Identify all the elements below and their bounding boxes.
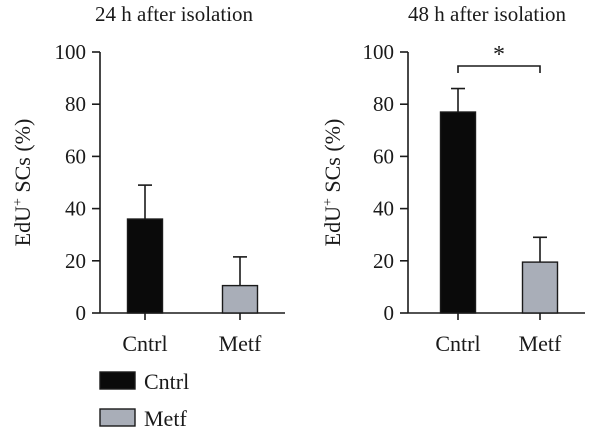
significance-bracket: [457, 65, 541, 73]
y-axis-title-suffix: SCs (%): [320, 119, 345, 198]
chart-panel-1: 24 h after isolation 0 20 40 60 80 100 EdU+ SCs…: [10, 2, 285, 356]
legend-label-cntrl: Cntrl: [144, 369, 189, 394]
bar-metf: [221, 284, 259, 314]
y-axis-title-main: EdU: [10, 206, 35, 246]
y-axis-title: EdU+ SCs (%): [10, 119, 35, 247]
x-tick-label: Cntrl: [122, 331, 167, 356]
y-axis-title: EdU+ SCs (%): [320, 119, 345, 247]
y-tick-label: 40: [373, 197, 394, 221]
y-tick-label: 100: [363, 40, 395, 64]
y-tick-label: 40: [65, 197, 86, 221]
legend-swatch-cntrl: [99, 371, 136, 390]
chart-panel-2: 48 h after isolation 0 20 40 60 80 100 EdU+ SCs…: [320, 2, 585, 356]
y-tick-label: 100: [55, 40, 87, 64]
y-tick-label: 60: [65, 144, 86, 168]
x-tick-label: Cntrl: [435, 331, 480, 356]
y-tick-label: 20: [373, 249, 394, 273]
x-tick-label: Metf: [219, 331, 262, 356]
y-axis-title-superscript: +: [321, 198, 336, 206]
legend: Cntrl Metf: [99, 369, 189, 431]
y-tick-label: 60: [373, 144, 394, 168]
x-tick-label: Metf: [519, 331, 562, 356]
bar-cntrl: [439, 111, 477, 314]
y-tick-label: 0: [384, 301, 395, 325]
y-tick-label: 80: [373, 92, 394, 116]
bar-cntrl: [126, 218, 164, 314]
y-tick-label: 20: [65, 249, 86, 273]
legend-swatch-metf: [99, 408, 136, 427]
y-tick-label: 0: [76, 301, 87, 325]
chart-title: 24 h after isolation: [95, 2, 254, 26]
y-tick-label: 80: [65, 92, 86, 116]
bar-metf: [521, 261, 559, 314]
y-axis-title-superscript: +: [11, 198, 26, 206]
significance-marker: *: [493, 42, 505, 68]
y-axis-title-suffix: SCs (%): [10, 119, 35, 198]
y-axis-title-main: EdU: [320, 206, 345, 246]
chart-title: 48 h after isolation: [408, 2, 567, 26]
legend-label-metf: Metf: [144, 406, 187, 431]
